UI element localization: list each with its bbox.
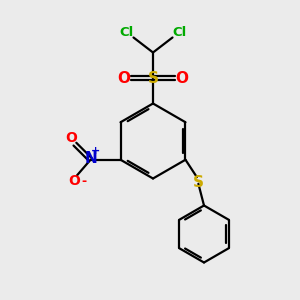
- Text: S: S: [193, 175, 204, 190]
- Text: Cl: Cl: [120, 26, 134, 39]
- Text: -: -: [81, 176, 86, 188]
- Text: Cl: Cl: [172, 26, 186, 39]
- Text: O: O: [69, 174, 81, 188]
- Text: S: S: [148, 70, 158, 86]
- Text: N: N: [84, 151, 97, 166]
- Text: +: +: [91, 146, 101, 156]
- Text: O: O: [176, 70, 189, 86]
- Text: O: O: [117, 70, 130, 86]
- Text: O: O: [65, 131, 77, 145]
